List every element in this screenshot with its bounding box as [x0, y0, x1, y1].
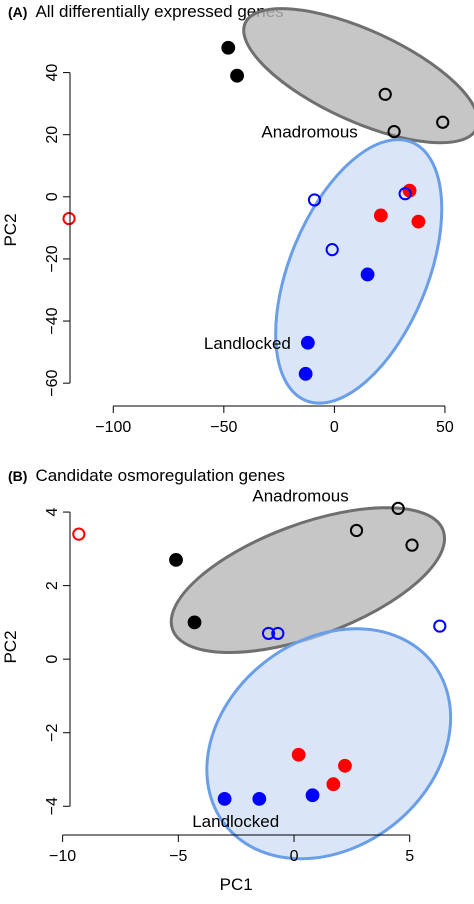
anadromous-label-b: Anadromous [252, 487, 348, 506]
panel-b-title-text: Candidate osmoregulation genes [35, 466, 285, 485]
data-point-b-12 [305, 788, 320, 803]
x-tick-label-b: −5 [169, 848, 187, 865]
panel-a-label: (A) [8, 4, 28, 20]
panel-a-title: (A) All differentially expressed genes [8, 2, 284, 22]
y-axis-title-b: PC2 [1, 630, 20, 663]
data-point-b-6 [291, 747, 306, 762]
data-point-a-0 [221, 40, 236, 55]
data-point-b-14 [217, 792, 232, 806]
data-point-b-13 [252, 792, 267, 806]
data-point-a-1 [230, 68, 245, 83]
x-tick-label-a: 50 [436, 419, 454, 436]
y-tick-label-b: −4 [44, 797, 61, 815]
anadromous-label-a: Anadromous [261, 123, 357, 142]
data-point-b-1 [187, 615, 202, 630]
landlocked-ellipse-a [274, 138, 444, 405]
data-point-b-11 [433, 619, 447, 633]
landlocked-ellipse-b [205, 627, 453, 861]
data-point-a-13 [300, 335, 315, 350]
x-tick-label-a: 0 [330, 419, 339, 436]
data-point-a-11 [325, 243, 339, 257]
data-point-b-2 [349, 523, 364, 538]
y-tick-label-a: 40 [44, 64, 61, 82]
y-tick-label-a: 0 [44, 192, 61, 201]
data-point-a-5 [62, 211, 76, 226]
y-tick-label-a: −40 [44, 307, 61, 334]
data-point-b-10 [271, 626, 285, 641]
panel-b-title: (B) Candidate osmoregulation genes [8, 466, 285, 486]
y-tick-label-a: −60 [44, 369, 61, 396]
y-tick-label-b: 0 [44, 655, 61, 664]
data-point-a-4 [436, 115, 450, 129]
data-point-b-4 [405, 538, 419, 552]
y-tick-label-b: 2 [44, 581, 61, 590]
landlocked-label-b: Landlocked [192, 812, 279, 831]
data-point-a-7 [373, 208, 388, 223]
data-point-a-8 [411, 214, 426, 229]
data-point-a-9 [307, 193, 322, 207]
x-tick-label-b: 5 [405, 848, 414, 865]
x-axis-title-b: PC1 [220, 875, 253, 894]
y-tick-label-a: 20 [44, 126, 61, 144]
y-tick-label-a: −20 [44, 245, 61, 272]
x-tick-label-b: −10 [49, 848, 76, 865]
panel-b: (B) Candidate osmoregulation genes Anadro… [0, 462, 474, 904]
data-point-b-3 [391, 501, 405, 515]
landlocked-label-a: Landlocked [204, 334, 291, 353]
data-point-a-2 [378, 87, 392, 101]
panel-b-label: (B) [8, 468, 28, 484]
data-point-b-8 [326, 777, 341, 792]
anadromous-ellipse-a [242, 7, 474, 145]
x-tick-label-b: 0 [290, 848, 299, 865]
y-tick-label-b: 4 [44, 508, 61, 517]
data-point-a-3 [387, 124, 401, 139]
data-point-b-0 [169, 552, 183, 567]
y-axis-title-a: PC2 [1, 213, 20, 246]
data-point-a-12 [360, 267, 375, 282]
y-tick-label-b: −2 [44, 723, 61, 741]
data-point-a-10 [398, 187, 412, 201]
data-point-b-9 [261, 626, 276, 641]
panel-a: (A) All differentially expressed genes An… [0, 0, 474, 450]
scatter-plot-a: Anadromous Landlocked −100 −50 0 50 −60 −40 −20 0… [1, 7, 474, 436]
x-tick-label-a: −50 [210, 419, 237, 436]
data-point-b-7 [338, 758, 352, 773]
panel-a-title-text: All differentially expressed genes [35, 2, 284, 21]
data-point-b-5 [72, 527, 86, 541]
data-point-a-14 [298, 366, 313, 381]
x-tick-label-a: −100 [95, 419, 131, 436]
scatter-plot-b: Anadromous Landlocked −10 −5 0 5 −4 −2 0 2 4 PC2 PC1 [1, 487, 453, 894]
